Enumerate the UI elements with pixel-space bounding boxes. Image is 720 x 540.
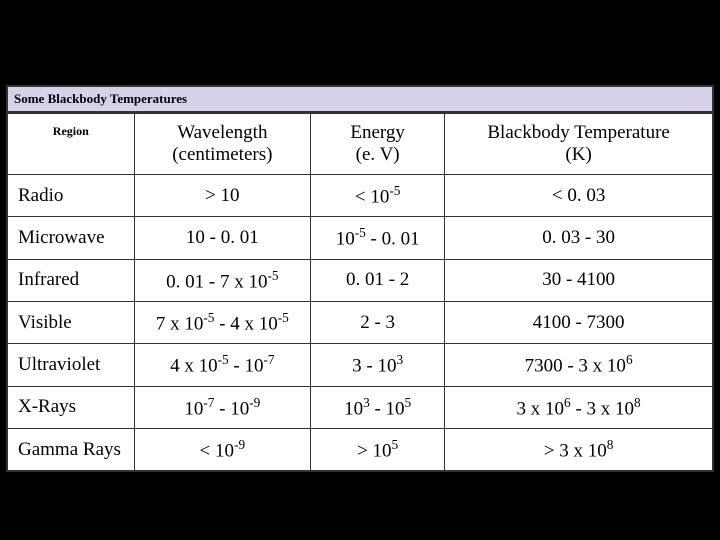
temperature-cell: < 0. 03 xyxy=(445,175,713,217)
col-header-temperature: Blackbody Temperature (K) xyxy=(445,113,713,175)
table-body: Radio> 10< 10-5< 0. 03Microwave10 - 0. 0… xyxy=(7,175,713,472)
col-header-energy: Energy (e. V) xyxy=(311,113,445,175)
region-cell: Infrared xyxy=(7,259,134,301)
table-row: Gamma Rays< 10-9> 105> 3 x 108 xyxy=(7,428,713,471)
table-header-row: Region Wavelength (centimeters) Energy (… xyxy=(7,113,713,175)
energy-cell: 3 - 103 xyxy=(311,344,445,386)
wavelength-cell: 4 x 10-5 - 10-7 xyxy=(134,344,311,386)
wavelength-cell: 10 - 0. 01 xyxy=(134,217,311,259)
wavelength-cell: > 10 xyxy=(134,175,311,217)
wavelength-cell: 10-7 - 10-9 xyxy=(134,386,311,428)
temperature-cell: 4100 - 7300 xyxy=(445,301,713,343)
temperature-cell: 3 x 106 - 3 x 108 xyxy=(445,386,713,428)
energy-cell: 0. 01 - 2 xyxy=(311,259,445,301)
wavelength-cell: < 10-9 xyxy=(134,428,311,471)
col-header-wavelength: Wavelength (centimeters) xyxy=(134,113,311,175)
energy-cell: < 10-5 xyxy=(311,175,445,217)
table-row: Ultraviolet4 x 10-5 - 10-73 - 1037300 - … xyxy=(7,344,713,386)
energy-cell: 2 - 3 xyxy=(311,301,445,343)
temperature-cell: > 3 x 108 xyxy=(445,428,713,471)
table-row: Infrared0. 01 - 7 x 10-50. 01 - 230 - 41… xyxy=(7,259,713,301)
table-row: X-Rays10-7 - 10-9103 - 1053 x 106 - 3 x … xyxy=(7,386,713,428)
region-cell: X-Rays xyxy=(7,386,134,428)
wavelength-cell: 0. 01 - 7 x 10-5 xyxy=(134,259,311,301)
table-row: Visible7 x 10-5 - 4 x 10-52 - 34100 - 73… xyxy=(7,301,713,343)
temperature-cell: 0. 03 - 30 xyxy=(445,217,713,259)
table-caption: Some Blackbody Temperatures xyxy=(6,85,714,112)
table-row: Radio> 10< 10-5< 0. 03 xyxy=(7,175,713,217)
temperature-cell: 7300 - 3 x 106 xyxy=(445,344,713,386)
temperature-cell: 30 - 4100 xyxy=(445,259,713,301)
table-row: Microwave10 - 0. 0110-5 - 0. 010. 03 - 3… xyxy=(7,217,713,259)
region-cell: Visible xyxy=(7,301,134,343)
blackbody-table: Some Blackbody Temperatures Region Wavel… xyxy=(6,85,714,472)
col-header-region: Region xyxy=(7,113,134,175)
region-cell: Radio xyxy=(7,175,134,217)
wavelength-cell: 7 x 10-5 - 4 x 10-5 xyxy=(134,301,311,343)
region-cell: Microwave xyxy=(7,217,134,259)
energy-cell: > 105 xyxy=(311,428,445,471)
energy-cell: 103 - 105 xyxy=(311,386,445,428)
region-cell: Gamma Rays xyxy=(7,428,134,471)
region-cell: Ultraviolet xyxy=(7,344,134,386)
energy-cell: 10-5 - 0. 01 xyxy=(311,217,445,259)
